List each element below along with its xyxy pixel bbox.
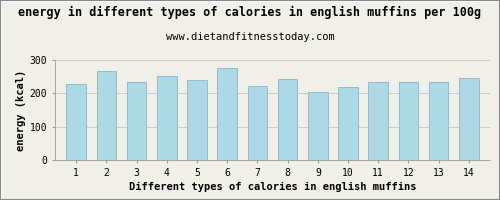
Y-axis label: energy (kcal): energy (kcal): [16, 69, 26, 151]
X-axis label: Different types of calories in english muffins: Different types of calories in english m…: [129, 182, 416, 192]
Text: www.dietandfitnesstoday.com: www.dietandfitnesstoday.com: [166, 32, 334, 42]
Bar: [429, 82, 448, 160]
Bar: [338, 87, 358, 160]
Bar: [368, 82, 388, 160]
Bar: [157, 76, 176, 160]
Bar: [187, 80, 207, 160]
Bar: [398, 82, 418, 160]
Bar: [96, 71, 116, 160]
Bar: [218, 68, 237, 160]
Bar: [66, 84, 86, 160]
Bar: [459, 78, 478, 160]
Text: energy in different types of calories in english muffins per 100g: energy in different types of calories in…: [18, 6, 481, 19]
Bar: [248, 86, 267, 160]
Bar: [278, 79, 297, 160]
Bar: [308, 92, 328, 160]
Bar: [126, 82, 146, 160]
